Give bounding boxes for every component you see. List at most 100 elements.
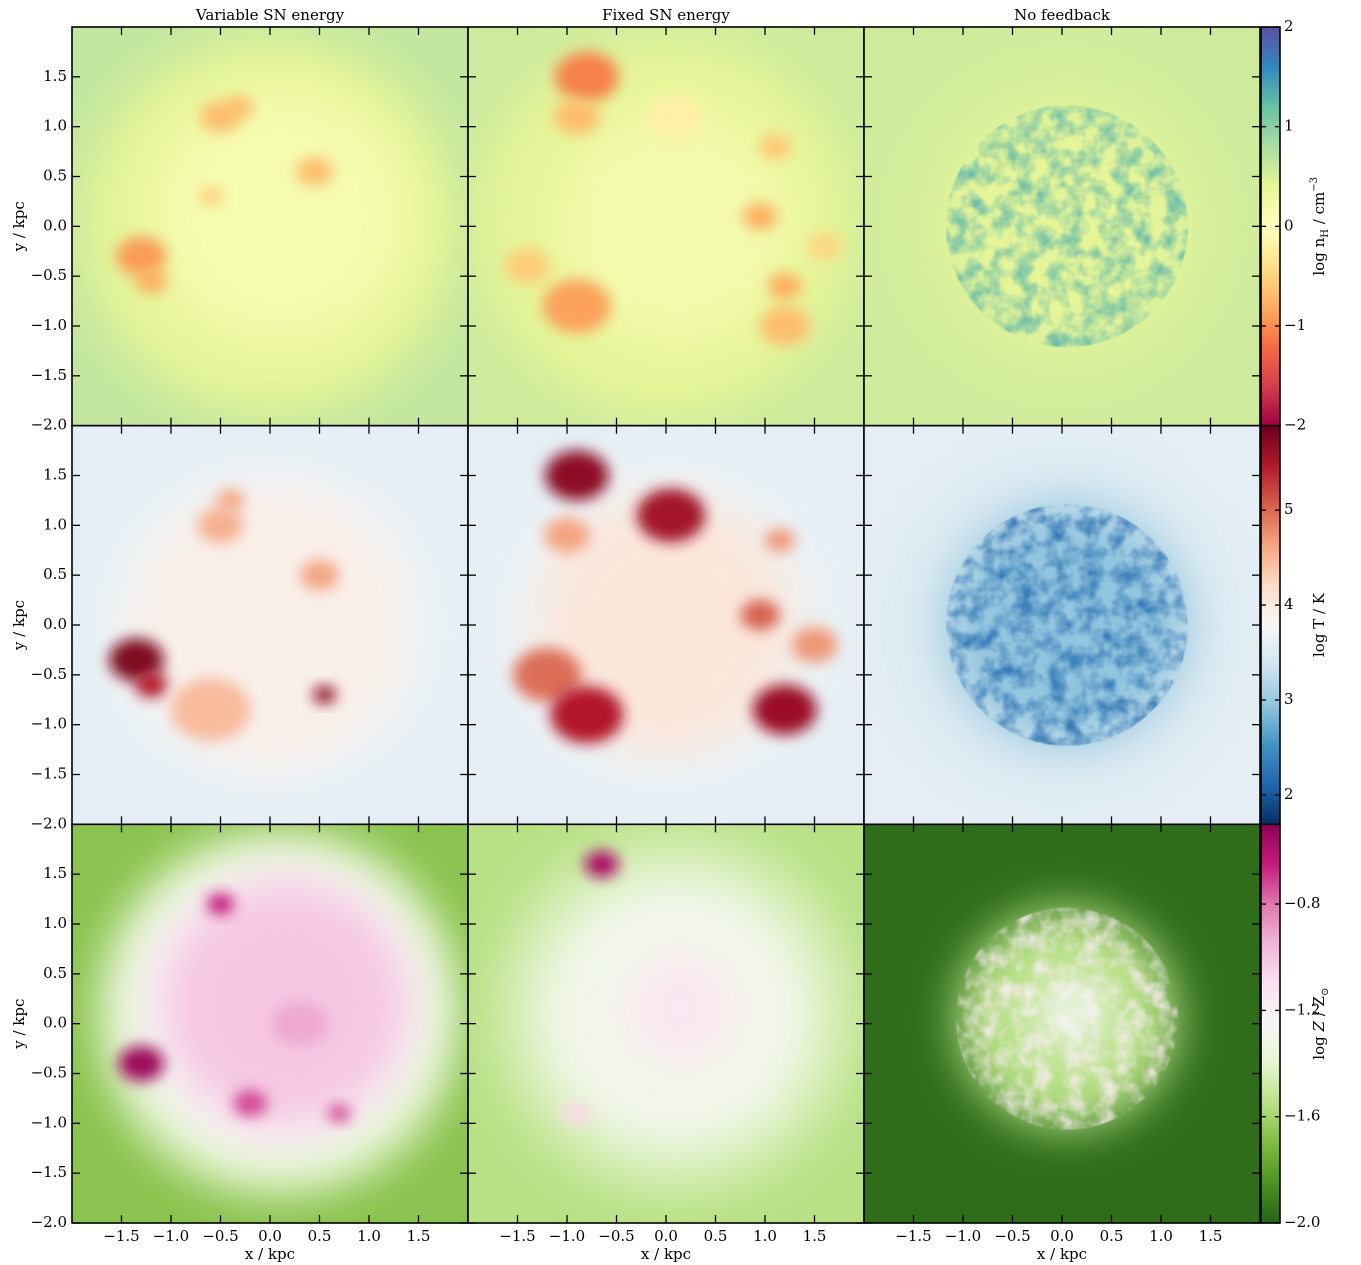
map-blob [637,489,705,542]
y-tick-label: 1.5 [43,466,67,484]
map-blob [313,686,336,704]
y-tick-label: 1.0 [43,515,67,533]
colorbar-tick-label: −1.6 [1284,1107,1320,1125]
map-region [151,88,408,345]
y-tick-label: 1.5 [43,67,67,85]
map-image [72,426,468,825]
map-texture [946,504,1188,746]
map-blob [119,1046,165,1082]
map-blob [207,893,234,914]
y-tick-label: 0.5 [43,964,67,982]
y-tick-label: −0.5 [31,266,67,284]
colorbar-label-part: Z [1310,1020,1328,1032]
x-tick-label: −1.0 [549,1227,585,1245]
y-tick-label: 0.5 [43,565,67,583]
y-tick-label: 0.0 [43,216,67,234]
map-blob [135,672,167,697]
map-blob [300,560,339,590]
colorbar-label: log T / K [1310,592,1328,657]
y-axis-label: y / kpc [10,999,28,1050]
y-tick-label: −2.0 [31,1213,67,1231]
colorbar-label-part: log n [1310,237,1328,275]
x-tick-label: −1.0 [153,1227,189,1245]
map-blob [296,157,332,186]
y-tick-label: 1.0 [43,914,67,932]
colorbar-tick-label: 1 [1284,117,1294,135]
x-tick-label: −1.5 [499,1227,535,1245]
map-blob [585,851,619,878]
y-tick-label: 0.0 [43,615,67,633]
map-blob [807,233,841,260]
map-blob [271,1001,328,1046]
map-blob [227,96,254,117]
y-tick-label: 0.0 [43,1014,67,1032]
x-tick-label: −1.0 [945,1227,981,1245]
column-title: Variable SN energy [195,6,345,24]
colorbar-label-part: log T / K [1310,592,1328,657]
map-image [72,824,468,1223]
y-tick-label: −0.5 [31,1064,67,1082]
y-axis-label: y / kpc [10,201,28,252]
map-image [468,27,864,426]
map-image [864,27,1260,426]
y-tick-label: −1.0 [31,316,67,334]
y-tick-label: 1.5 [43,864,67,882]
map-blob [768,273,802,300]
x-tick-label: 0.0 [1050,1227,1074,1245]
x-tick-label: 1.0 [753,1227,777,1245]
y-tick-label: 0.5 [43,167,67,185]
map-image [864,824,1260,1223]
y-tick-label: −0.5 [31,665,67,683]
y-tick-label: −1.0 [31,715,67,733]
y-tick-label: −1.5 [31,1163,67,1181]
x-tick-label: 1.0 [1149,1227,1173,1245]
map-image [72,27,468,426]
map-blob [550,686,623,743]
map-blob [544,517,590,553]
map-blob [741,600,780,630]
x-tick-label: 0.0 [258,1227,282,1245]
colorbar-label-part: H [1320,229,1331,238]
column-title: No feedback [1014,6,1111,24]
map-blob [116,237,166,276]
map-blob [753,685,817,735]
x-tick-label: 0.5 [1100,1227,1124,1245]
colorbar-tick-label: 0 [1284,216,1294,234]
map-blob [328,1104,351,1122]
colorbar-tick-label: 5 [1284,500,1294,518]
map-blob [198,508,244,544]
map-image [468,426,864,825]
colorbar-tick-label: −2 [1284,416,1306,434]
map-blob [233,1090,267,1117]
colorbar-tick-label: 2 [1284,17,1294,35]
map-blob [135,269,167,294]
map-region [131,486,408,763]
map-blob [505,248,551,284]
colorbar [1261,426,1280,825]
colorbar-label-part: log [1310,1031,1328,1059]
y-tick-label: −1.5 [31,366,67,384]
map-blob [743,203,777,230]
colorbar-label: log Z / Z⊙ [1310,988,1331,1060]
colorbar-tick-label: −0.8 [1284,894,1320,912]
x-tick-label: 1.5 [803,1227,827,1245]
y-tick-label: −1.5 [31,765,67,783]
map-blob [563,1103,590,1124]
map-region [161,880,409,1127]
colorbar-label-part: ⊙ [1320,988,1331,996]
map-blob [759,134,791,159]
colorbar [1261,824,1280,1223]
colorbar-label-part: / cm [1310,192,1328,229]
x-tick-label: −0.5 [202,1227,238,1245]
x-axis-label: x / kpc [641,1245,691,1263]
x-tick-label: 1.0 [357,1227,381,1245]
map-blob [760,306,810,345]
y-tick-label: −1.0 [31,1113,67,1131]
y-tick-label: −2.0 [31,814,67,832]
map-blob [171,679,251,741]
map-blob [555,52,619,102]
column-title: Fixed SN energy [602,6,730,24]
map-blob [217,490,244,511]
x-tick-label: 0.5 [308,1227,332,1245]
x-tick-label: −0.5 [994,1227,1030,1245]
